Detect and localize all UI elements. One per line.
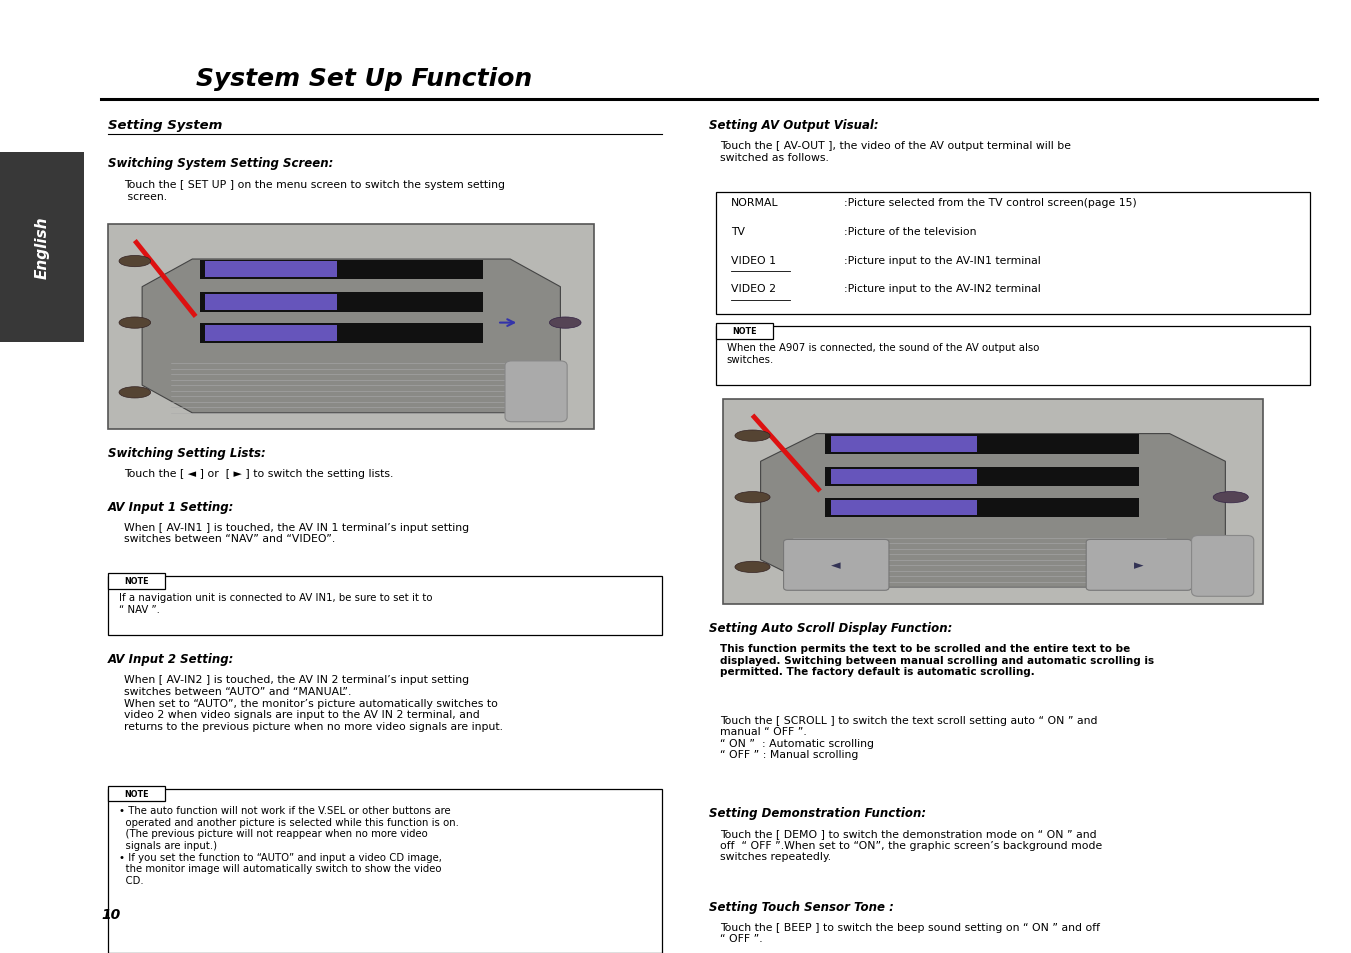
Text: VIDEO 2: VIDEO 2 (731, 284, 775, 294)
Text: ►: ► (1133, 558, 1144, 572)
FancyBboxPatch shape (205, 295, 336, 311)
FancyBboxPatch shape (716, 324, 773, 339)
Ellipse shape (1213, 492, 1248, 503)
Text: Switching Setting Lists:: Switching Setting Lists: (108, 447, 266, 460)
Text: ◄: ◄ (831, 558, 842, 572)
FancyBboxPatch shape (723, 399, 1263, 604)
FancyBboxPatch shape (825, 435, 1139, 455)
FancyBboxPatch shape (200, 324, 482, 343)
Ellipse shape (119, 317, 151, 329)
Text: • The auto function will not work if the V.SEL or other buttons are
  operated a: • The auto function will not work if the… (119, 805, 459, 884)
Ellipse shape (735, 492, 770, 503)
Text: NOTE: NOTE (124, 577, 149, 586)
FancyBboxPatch shape (200, 293, 482, 313)
Ellipse shape (735, 561, 770, 573)
FancyBboxPatch shape (831, 436, 977, 452)
Text: TV: TV (731, 227, 744, 236)
Text: NOTE: NOTE (732, 327, 757, 336)
Polygon shape (761, 435, 1225, 588)
FancyBboxPatch shape (0, 152, 84, 343)
FancyBboxPatch shape (200, 260, 482, 280)
Text: Touch the [ DEMO ] to switch the demonstration mode on “ ON ” and
off  “ OFF ”.W: Touch the [ DEMO ] to switch the demonst… (720, 828, 1102, 862)
FancyBboxPatch shape (108, 225, 594, 430)
FancyBboxPatch shape (831, 500, 977, 516)
Text: Touch the [ SCROLL ] to switch the text scroll setting auto “ ON ” and
manual “ : Touch the [ SCROLL ] to switch the text … (720, 715, 1097, 760)
FancyBboxPatch shape (784, 540, 889, 591)
FancyBboxPatch shape (108, 789, 662, 953)
Text: This function permits the text to be scrolled and the entire text to be
displaye: This function permits the text to be scr… (720, 643, 1154, 677)
Text: When [ AV-IN1 ] is touched, the AV IN 1 terminal’s input setting
switches betwee: When [ AV-IN1 ] is touched, the AV IN 1 … (124, 522, 469, 544)
Text: Setting Touch Sensor Tone :: Setting Touch Sensor Tone : (709, 900, 894, 913)
FancyBboxPatch shape (825, 467, 1139, 487)
Text: AV Input 2 Setting:: AV Input 2 Setting: (108, 653, 235, 666)
FancyBboxPatch shape (1086, 540, 1192, 591)
Text: Setting AV Output Visual:: Setting AV Output Visual: (709, 119, 880, 132)
Text: 10: 10 (101, 907, 120, 922)
Text: Switching System Setting Screen:: Switching System Setting Screen: (108, 157, 334, 171)
Polygon shape (142, 260, 561, 414)
Text: AV Input 1 Setting:: AV Input 1 Setting: (108, 500, 235, 514)
Text: :Picture selected from the TV control screen(page 15): :Picture selected from the TV control sc… (844, 198, 1138, 208)
Ellipse shape (119, 387, 151, 398)
Text: Setting System: Setting System (108, 119, 223, 132)
Text: System Set Up Function: System Set Up Function (196, 67, 532, 91)
FancyBboxPatch shape (831, 470, 977, 485)
Ellipse shape (735, 431, 770, 442)
Text: :Picture of the television: :Picture of the television (844, 227, 977, 236)
Text: NORMAL: NORMAL (731, 198, 778, 208)
Text: VIDEO 1: VIDEO 1 (731, 255, 775, 265)
Text: Touch the [ AV-OUT ], the video of the AV output terminal will be
switched as fo: Touch the [ AV-OUT ], the video of the A… (720, 141, 1071, 163)
Text: If a navigation unit is connected to AV IN1, be sure to set it to
“ NAV ”.: If a navigation unit is connected to AV … (119, 593, 432, 615)
FancyBboxPatch shape (716, 193, 1310, 314)
Text: When [ AV-IN2 ] is touched, the AV IN 2 terminal’s input setting
switches betwee: When [ AV-IN2 ] is touched, the AV IN 2 … (124, 675, 504, 731)
FancyBboxPatch shape (205, 262, 336, 277)
FancyBboxPatch shape (108, 574, 165, 589)
Text: :Picture input to the AV-IN2 terminal: :Picture input to the AV-IN2 terminal (844, 284, 1042, 294)
FancyBboxPatch shape (505, 361, 567, 422)
Text: When the A907 is connected, the sound of the AV output also
switches.: When the A907 is connected, the sound of… (727, 343, 1039, 365)
Text: :Picture input to the AV-IN1 terminal: :Picture input to the AV-IN1 terminal (844, 255, 1042, 265)
Text: Touch the [ ◄ ] or  [ ► ] to switch the setting lists.: Touch the [ ◄ ] or [ ► ] to switch the s… (124, 469, 393, 478)
Text: Touch the [ SET UP ] on the menu screen to switch the system setting
 screen.: Touch the [ SET UP ] on the menu screen … (124, 180, 505, 202)
FancyBboxPatch shape (716, 327, 1310, 386)
Text: Setting Auto Scroll Display Function:: Setting Auto Scroll Display Function: (709, 621, 952, 635)
Ellipse shape (119, 256, 151, 268)
FancyBboxPatch shape (825, 498, 1139, 517)
FancyBboxPatch shape (108, 786, 165, 801)
Text: Touch the [ BEEP ] to switch the beep sound setting on “ ON ” and off
“ OFF ”.: Touch the [ BEEP ] to switch the beep so… (720, 922, 1100, 943)
Ellipse shape (550, 317, 581, 329)
FancyBboxPatch shape (1192, 536, 1254, 597)
FancyBboxPatch shape (205, 326, 336, 341)
Text: Setting Demonstration Function:: Setting Demonstration Function: (709, 806, 927, 820)
FancyBboxPatch shape (108, 577, 662, 636)
Text: NOTE: NOTE (124, 789, 149, 799)
Text: English: English (34, 216, 50, 279)
